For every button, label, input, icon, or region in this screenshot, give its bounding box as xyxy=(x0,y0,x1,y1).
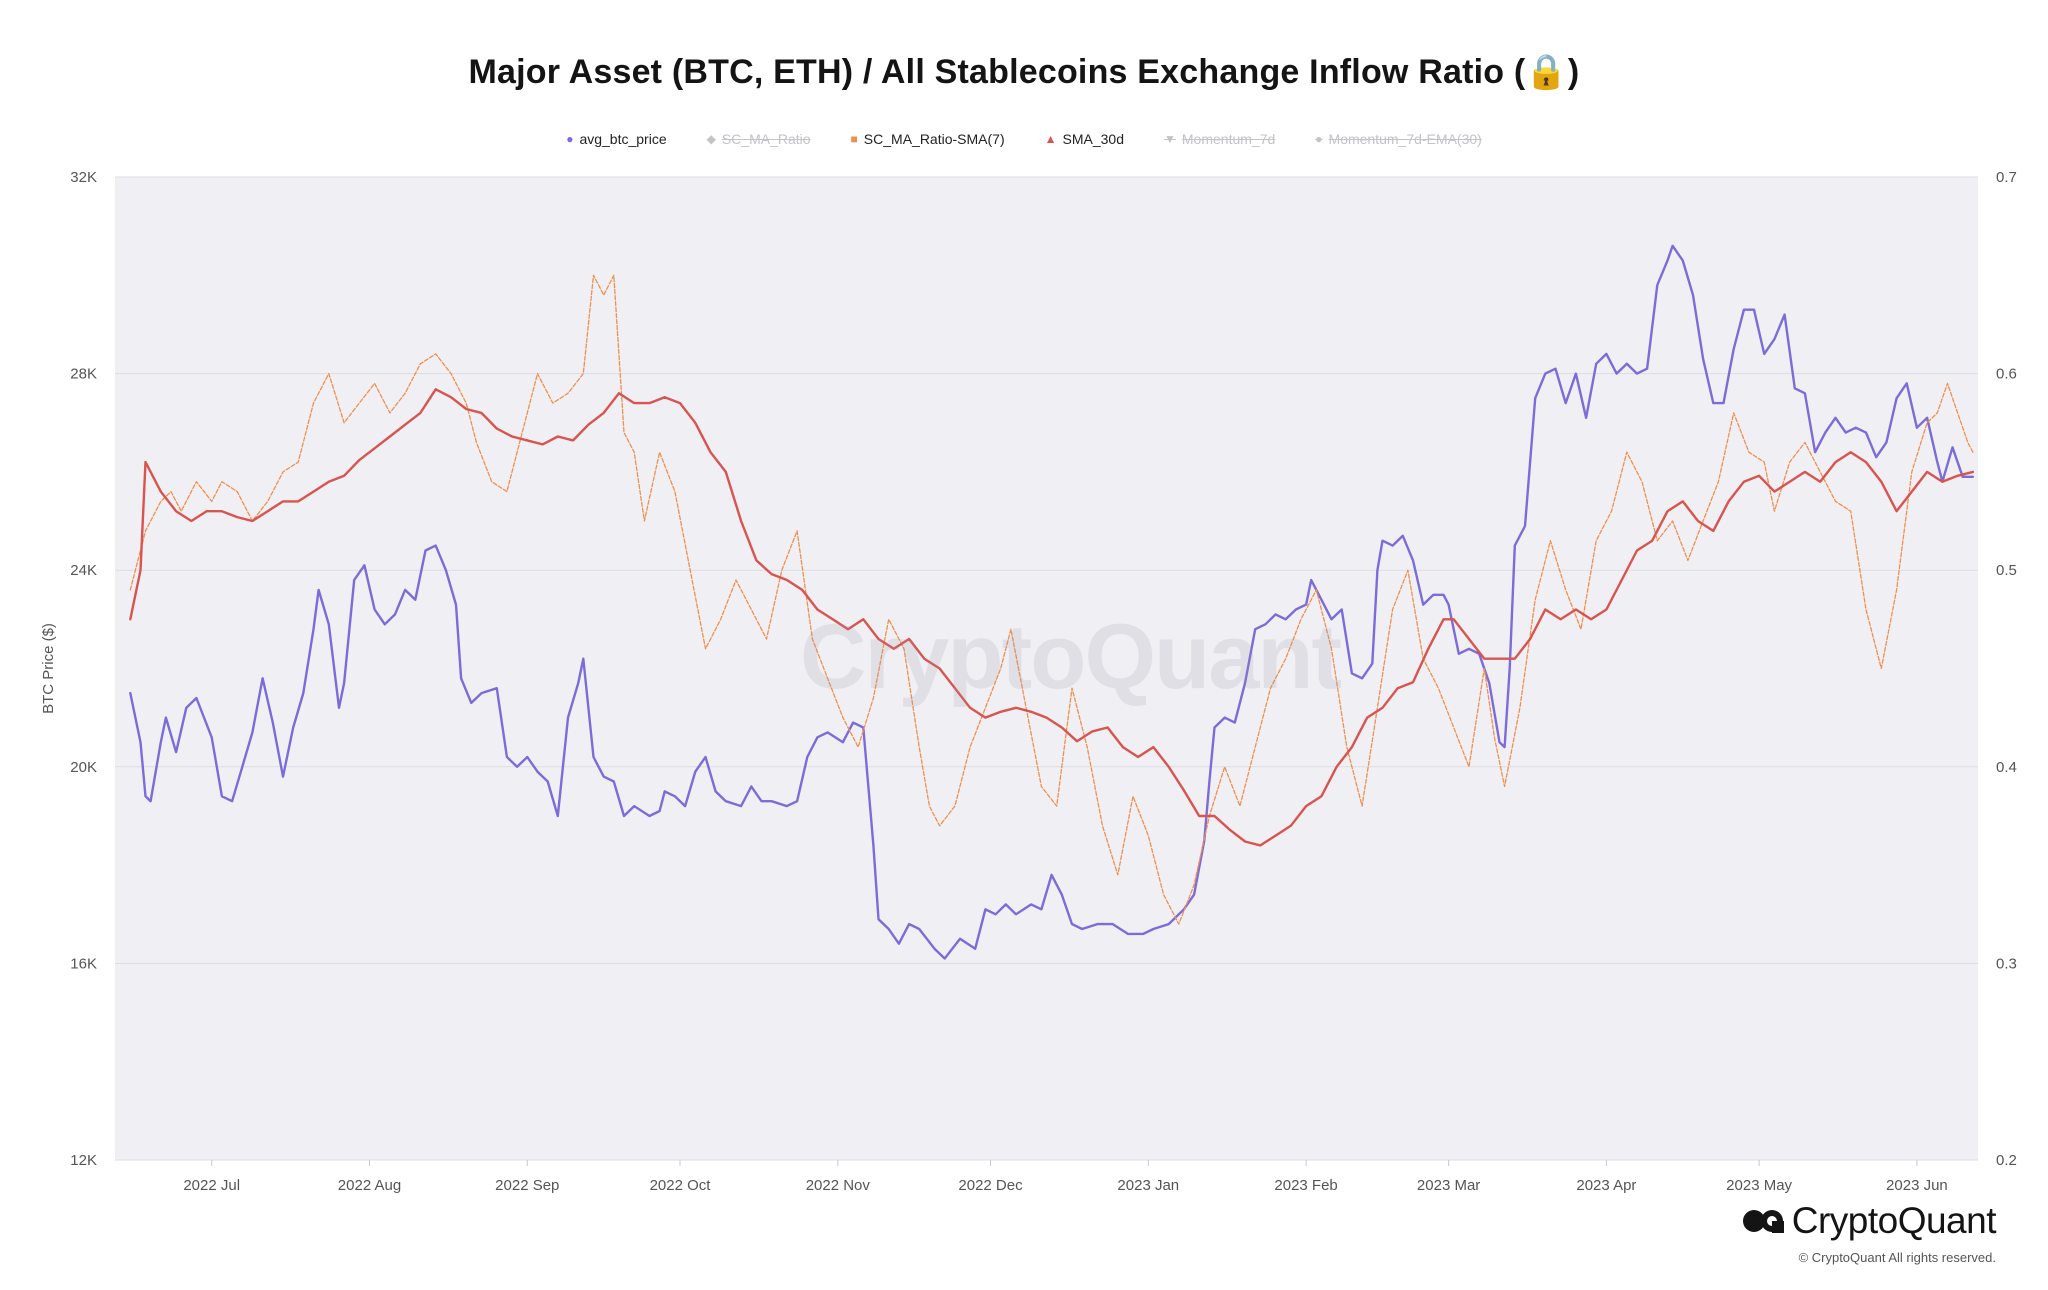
y-left-axis-label: BTC Price ($) xyxy=(40,623,57,714)
x-tick-label: 2023 May xyxy=(1726,1177,1792,1194)
legend-label: Momentum_7d-EMA(30) xyxy=(1328,131,1482,147)
series-line-sc-ma-ratio-sma-7- xyxy=(129,274,1974,925)
copyright-text: © CryptoQuant All rights reserved. xyxy=(1798,1250,1996,1265)
x-tick-label: 2022 Nov xyxy=(806,1177,871,1194)
y-right-tick-label: 0.7 xyxy=(1996,169,2017,186)
legend-label: Momentum_7d xyxy=(1181,131,1276,147)
legend-label: SC_MA_Ratio xyxy=(721,131,811,147)
x-tick-label: 2023 Jan xyxy=(1117,1177,1179,1194)
brand-name: CryptoQuant xyxy=(1791,1200,1997,1241)
y-left-tick-label: 20K xyxy=(70,759,97,776)
y-right-tick-label: 0.5 xyxy=(1996,562,2017,579)
legend-label: SC_MA_Ratio-SMA(7) xyxy=(863,131,1005,147)
y-left-tick-label: 28K xyxy=(70,366,97,383)
x-tick-label: 2023 Jun xyxy=(1886,1177,1948,1194)
legend-triangle-down-icon: ▼ xyxy=(1164,132,1176,146)
y-left-tick-label: 12K xyxy=(70,1152,97,1169)
legend-item-momentum-7d-ema30[interactable]: ● Momentum_7d-EMA(30) xyxy=(1315,131,1482,147)
series-line-sma-30d xyxy=(129,388,1975,847)
x-tick-label: 2022 Oct xyxy=(650,1177,712,1194)
legend-item-avg-btc-price[interactable]: ● avg_btc_price xyxy=(566,131,666,147)
legend-square-icon: ■ xyxy=(850,132,858,146)
y-left-tick-label: 32K xyxy=(70,169,97,186)
chart-title: Major Asset (BTC, ETH) / All Stablecoins… xyxy=(468,53,1580,91)
y-right-tick-label: 0.2 xyxy=(1996,1152,2017,1169)
x-tick-label: 2023 Apr xyxy=(1576,1177,1636,1194)
y-right-tick-label: 0.3 xyxy=(1996,955,2017,972)
legend-dot-icon: ● xyxy=(566,132,574,146)
legend-label: SMA_30d xyxy=(1062,131,1124,147)
x-tick-label: 2022 Jul xyxy=(183,1177,240,1194)
cryptoquant-logo-icon xyxy=(1742,1210,1784,1233)
brand-block: CryptoQuant xyxy=(1742,1200,1997,1242)
x-tick-label: 2023 Mar xyxy=(1417,1177,1480,1194)
legend-diamond-icon: ◆ xyxy=(706,132,716,146)
legend-item-sma-30d[interactable]: ▲ SMA_30d xyxy=(1045,131,1124,147)
x-tick-label: 2022 Sep xyxy=(495,1177,559,1194)
legend-dot-icon: ● xyxy=(1315,132,1323,146)
legend-item-sc-ma-ratio[interactable]: ◆ SC_MA_Ratio xyxy=(707,131,811,147)
y-left-tick-label: 24K xyxy=(70,562,97,579)
legend-triangle-icon: ▲ xyxy=(1044,132,1057,146)
y-left-tick-label: 16K xyxy=(70,955,97,972)
y-right-tick-label: 0.6 xyxy=(1996,366,2017,383)
x-tick-label: 2023 Feb xyxy=(1274,1177,1337,1194)
x-tick-label: 2022 Dec xyxy=(958,1177,1023,1194)
chart-legend: ● avg_btc_price ◆ SC_MA_Ratio ■ SC_MA_Ra… xyxy=(0,131,2048,147)
x-tick-label: 2022 Aug xyxy=(338,1177,401,1194)
legend-label: avg_btc_price xyxy=(579,131,667,147)
legend-item-sc-ma-ratio-sma7[interactable]: ■ SC_MA_Ratio-SMA(7) xyxy=(851,131,1005,147)
legend-item-momentum-7d[interactable]: ▼ Momentum_7d xyxy=(1164,131,1275,147)
plot-area xyxy=(115,177,1978,1160)
y-right-tick-label: 0.4 xyxy=(1996,759,2017,776)
series-line-avg-btc-price xyxy=(129,244,1975,960)
